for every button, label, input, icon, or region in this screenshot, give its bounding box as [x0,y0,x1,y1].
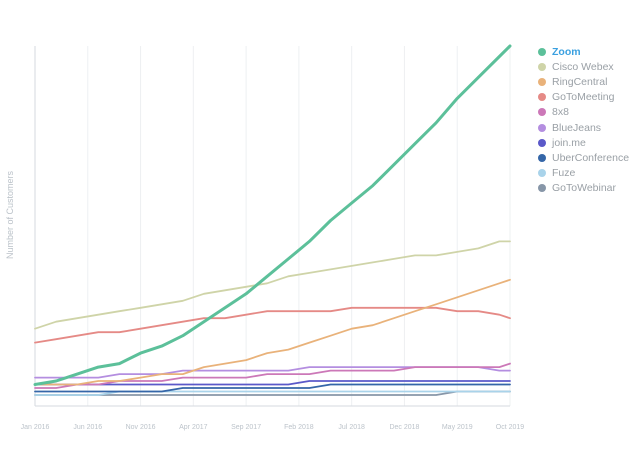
legend-item[interactable]: BlueJeans [538,120,629,135]
legend-swatch [538,93,546,102]
legend-item[interactable]: GoToWebinar [538,181,629,196]
legend-item[interactable]: join.me [538,135,629,150]
vertical-gridlines [87,46,511,406]
x-tick-label: Oct 2019 [496,424,525,431]
legend-label: Fuze [552,167,576,180]
legend-label: RingCentral [552,75,608,88]
series-line-bluejeans [34,366,511,379]
x-tick-label: Sep 2017 [231,424,261,431]
x-tick-label: Jun 2016 [73,424,102,431]
legend-label: 8x8 [552,106,569,119]
legend-label: Zoom [552,45,581,58]
legend-label: BlueJeans [552,121,602,134]
x-tick-label: Jul 2018 [338,424,365,431]
series-line-gotowebinar [34,390,511,396]
legend-swatch [538,123,546,132]
series-line-gotomeeting [34,306,511,344]
legend-swatch [538,108,546,117]
legend-label: Cisco Webex [552,60,614,73]
legend-label: UberConference [552,151,630,164]
legend-item[interactable]: GoToMeeting [538,90,629,105]
legend-item[interactable]: Zoom [538,44,629,59]
legend-label: join.me [552,136,586,149]
x-tick-label: Jan 2016 [21,424,50,431]
series-line-join-me [34,380,511,386]
x-tick-label: May 2019 [442,424,473,431]
series-lines [33,44,512,396]
legend-swatch [538,77,546,86]
legend-swatch [538,62,546,71]
y-axis-label: Number of Customers [5,170,15,259]
legend-swatch [538,169,546,178]
series-line-uberconference [34,383,511,393]
legend-label: GoToMeeting [552,91,615,104]
legend-swatch [538,47,546,56]
x-tick-labels: Jan 2016 Jun 2016 Nov 2016 Apr 2017 Sep 2017… [21,424,525,431]
x-tick-label: Nov 2016 [126,424,156,431]
legend-swatch [538,138,546,147]
x-tick-label: Dec 2018 [389,424,419,431]
legend-item[interactable]: Cisco Webex [538,59,629,74]
legend: Zoom Cisco Webex RingCentral GoToMeeting 8x8… [538,44,629,196]
legend-item[interactable]: RingCentral [538,74,629,89]
legend-item[interactable]: Fuze [538,166,629,181]
legend-swatch [538,153,546,162]
x-tick-label: Apr 2017 [179,424,208,431]
legend-label: GoToWebinar [552,182,617,195]
x-tick-label: Feb 2018 [284,424,314,431]
legend-item[interactable]: 8x8 [538,105,629,120]
legend-swatch [538,184,546,193]
series-line-ringcentral [34,278,511,386]
legend-item[interactable]: UberConference [538,150,629,165]
series-line-cisco-webex [34,240,511,330]
series-line-zoom [33,44,512,386]
